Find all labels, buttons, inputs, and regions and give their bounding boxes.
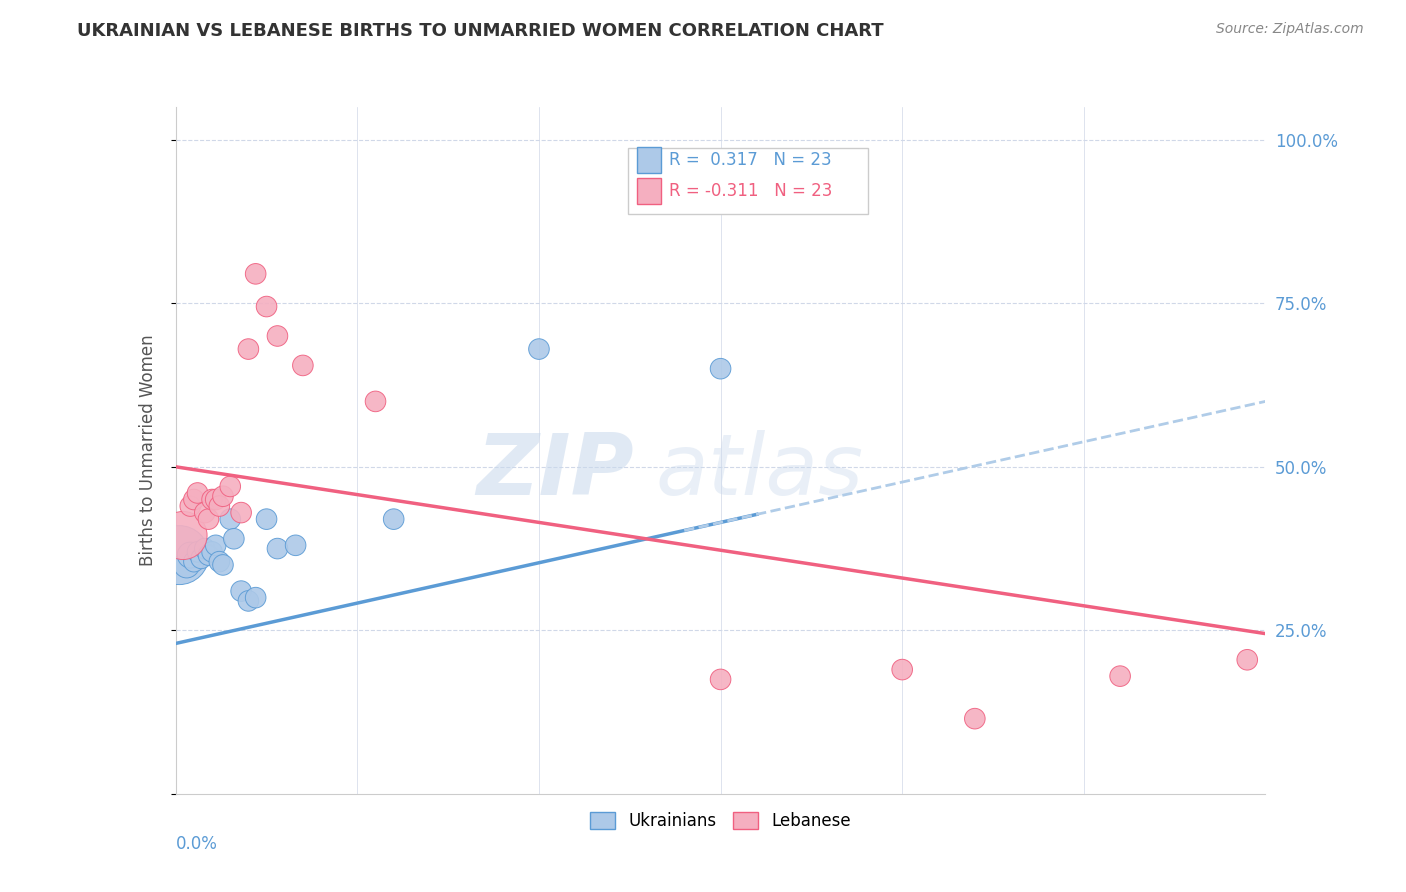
Text: UKRAINIAN VS LEBANESE BIRTHS TO UNMARRIED WOMEN CORRELATION CHART: UKRAINIAN VS LEBANESE BIRTHS TO UNMARRIE… <box>77 22 884 40</box>
Point <box>194 506 217 520</box>
Text: ZIP: ZIP <box>475 430 633 513</box>
Point <box>710 361 733 376</box>
Text: R = -0.311   N = 23: R = -0.311 N = 23 <box>669 182 832 200</box>
Bar <box>637 178 661 203</box>
Point <box>219 479 242 493</box>
Point <box>186 545 209 559</box>
Point <box>710 673 733 687</box>
Point <box>208 499 231 513</box>
Point <box>197 548 219 562</box>
Point <box>204 538 226 552</box>
Point <box>231 584 253 599</box>
Point <box>245 591 267 605</box>
Point <box>891 663 914 677</box>
Point <box>201 492 224 507</box>
Text: R =  0.317   N = 23: R = 0.317 N = 23 <box>669 151 832 169</box>
Point <box>245 267 267 281</box>
Point <box>183 492 205 507</box>
Y-axis label: Births to Unmarried Women: Births to Unmarried Women <box>139 334 157 566</box>
Point <box>183 555 205 569</box>
Point <box>179 548 201 562</box>
Point <box>382 512 405 526</box>
Point <box>1109 669 1132 683</box>
Point <box>238 342 260 356</box>
Point <box>186 486 209 500</box>
Point <box>364 394 387 409</box>
Point <box>208 555 231 569</box>
Text: atlas: atlas <box>655 430 863 513</box>
FancyBboxPatch shape <box>628 148 868 213</box>
Point <box>212 489 235 503</box>
Text: Source: ZipAtlas.com: Source: ZipAtlas.com <box>1216 22 1364 37</box>
Point <box>222 532 245 546</box>
Text: 0.0%: 0.0% <box>176 835 218 853</box>
Point <box>238 594 260 608</box>
Point <box>212 558 235 572</box>
Point <box>179 499 201 513</box>
Point <box>284 538 307 552</box>
Point <box>266 329 288 343</box>
Point <box>190 551 212 566</box>
Point <box>1236 653 1258 667</box>
Point <box>256 512 278 526</box>
Point <box>201 545 224 559</box>
Point <box>266 541 288 556</box>
Point <box>963 712 986 726</box>
Point <box>527 342 550 356</box>
Point <box>176 558 198 572</box>
Point <box>172 528 194 542</box>
Point <box>194 541 217 556</box>
Point <box>231 506 253 520</box>
Point <box>169 548 191 562</box>
Bar <box>637 147 661 173</box>
Point <box>219 512 242 526</box>
Point <box>256 300 278 314</box>
Point <box>204 492 226 507</box>
Point <box>197 512 219 526</box>
Legend: Ukrainians, Lebanese: Ukrainians, Lebanese <box>583 805 858 837</box>
Point <box>291 359 314 373</box>
